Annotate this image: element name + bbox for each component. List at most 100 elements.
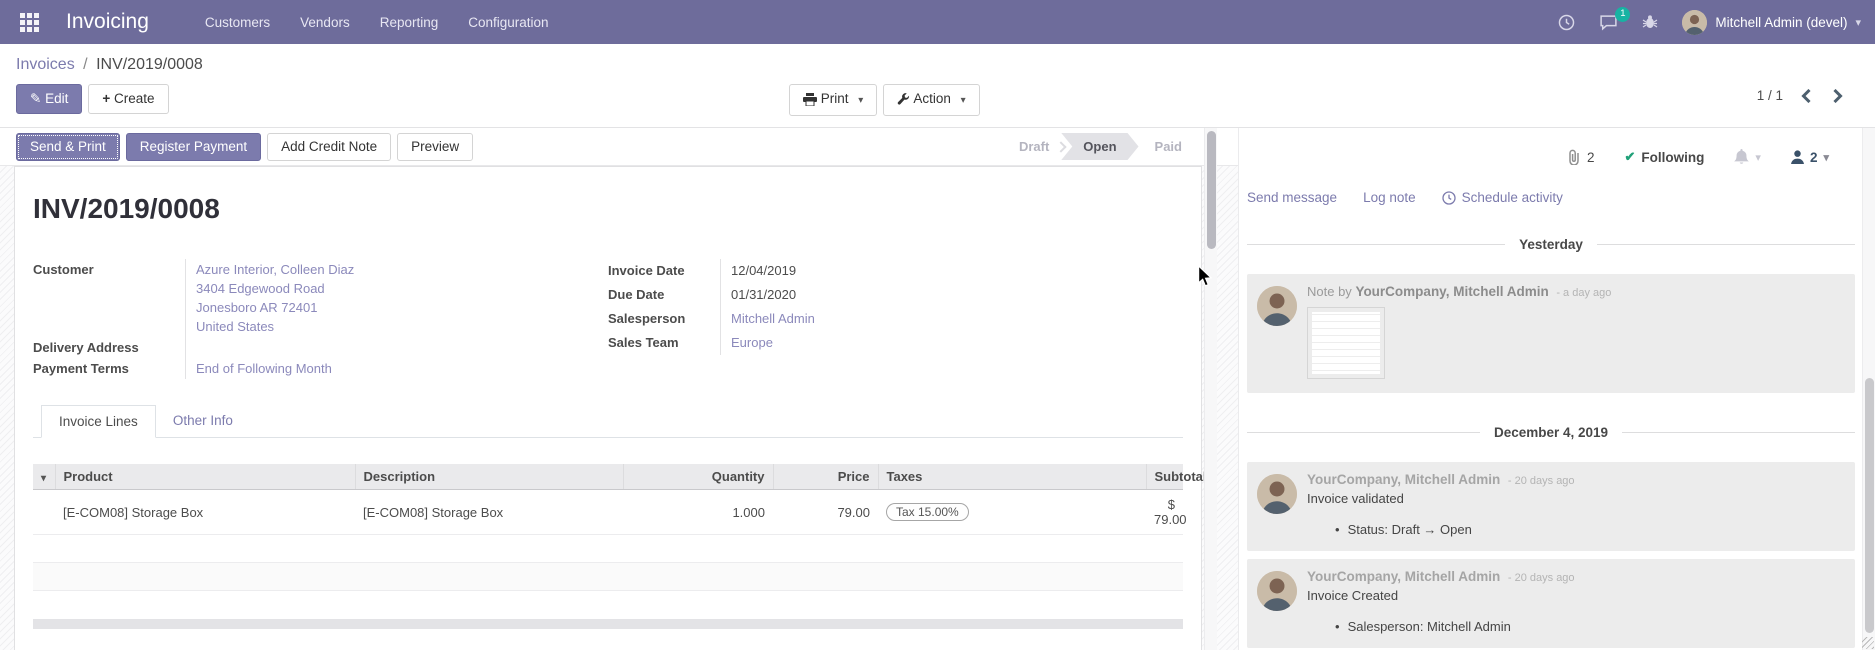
send-message-link[interactable]: Send message xyxy=(1247,190,1338,205)
apps-menu-icon[interactable] xyxy=(14,7,44,37)
bell-icon xyxy=(1734,149,1750,165)
salesperson-label: Salesperson xyxy=(608,311,686,326)
register-payment-button[interactable]: Register Payment xyxy=(125,132,262,161)
bullet-icon: • xyxy=(1335,619,1340,634)
date-divider: Yesterday xyxy=(1247,237,1855,252)
col-price[interactable]: Price xyxy=(773,464,879,490)
invoice-date-value[interactable]: 12/04/2019 xyxy=(720,259,1183,283)
attachments-button[interactable]: 2 xyxy=(1567,149,1595,166)
sort-caret-icon[interactable]: ▾ xyxy=(41,473,47,484)
col-taxes[interactable]: Taxes xyxy=(878,464,1147,490)
schedule-activity-link[interactable]: Schedule activity xyxy=(1441,190,1563,205)
invoice-number-title: INV/2019/0008 xyxy=(33,193,220,224)
menu-vendors[interactable]: Vendors xyxy=(300,14,350,30)
send-print-button[interactable]: Send & Print xyxy=(16,132,120,161)
due-date-value[interactable]: 01/31/2020 xyxy=(720,283,1183,307)
menu-reporting[interactable]: Reporting xyxy=(379,14,439,30)
user-menu[interactable]: Mitchell Admin (devel) ▾ xyxy=(1682,9,1861,35)
main-scrollbar[interactable] xyxy=(1204,128,1217,650)
state-paid[interactable]: Paid xyxy=(1154,139,1182,154)
bullet-icon: • xyxy=(1335,522,1340,537)
delivery-address-value[interactable] xyxy=(185,337,608,358)
followers-button[interactable]: 2 ▾ xyxy=(1790,149,1829,165)
tab-invoice-lines[interactable]: Invoice Lines xyxy=(41,405,156,438)
attachment-count: 2 xyxy=(1587,149,1595,165)
attachment-thumbnail[interactable] xyxy=(1307,307,1385,379)
notebook-tabs: Invoice Lines Other Info xyxy=(33,405,1183,438)
col-description[interactable]: Description xyxy=(355,464,624,490)
activities-clock-icon[interactable] xyxy=(1558,14,1575,31)
cell-subtotal: $ 79.00 xyxy=(1146,489,1187,535)
table-row[interactable]: [E-COM08] Storage Box [E-COM08] Storage … xyxy=(33,489,1187,535)
payment-terms-value[interactable]: End of Following Month xyxy=(196,361,332,376)
cell-price[interactable]: 79.00 xyxy=(773,489,878,535)
delivery-address-label: Delivery Address xyxy=(33,340,139,355)
invoice-sheet: INV/2019/0008 Customer Azure Interior, C… xyxy=(14,166,1207,650)
form-view: Send & Print Register Payment Add Credit… xyxy=(0,128,1238,650)
message-count-badge: 1 xyxy=(1615,6,1631,22)
col-quantity[interactable]: Quantity xyxy=(623,464,774,490)
pager-next-icon[interactable] xyxy=(1832,88,1843,103)
chatter-scrollbar[interactable] xyxy=(1862,128,1875,650)
edit-button[interactable]: ✎ Edit xyxy=(16,84,83,114)
cell-description[interactable]: [E-COM08] Storage Box xyxy=(355,489,623,535)
note-message: Note by YourCompany, Mitchell Admin - a … xyxy=(1247,274,1855,393)
check-icon: ✔ xyxy=(1624,149,1636,164)
message-time: - 20 days ago xyxy=(1507,475,1575,487)
tax-badge[interactable]: Tax 15.00% xyxy=(886,503,969,521)
control-panel: Invoices / INV/2019/0008 ✎ Edit + Create… xyxy=(0,44,1875,128)
breadcrumb-invoices-link[interactable]: Invoices xyxy=(16,56,75,73)
action-dropdown-button[interactable]: Action ▾ xyxy=(883,84,980,116)
cell-quantity[interactable]: 1.000 xyxy=(623,489,773,535)
tracking-message: YourCompany, Mitchell Admin - 20 days ag… xyxy=(1247,559,1855,648)
message-time: - 20 days ago xyxy=(1507,572,1575,584)
avatar xyxy=(1257,571,1297,611)
state-open[interactable]: Open xyxy=(1061,133,1138,160)
chevron-down-icon: ▾ xyxy=(858,95,864,106)
pager-value: 1 / 1 xyxy=(1756,88,1783,103)
empty-row xyxy=(33,562,1183,591)
resize-grip-icon[interactable] xyxy=(1862,637,1874,649)
col-product[interactable]: Product xyxy=(55,464,356,490)
user-name: Mitchell Admin (devel) xyxy=(1715,14,1848,30)
form-background: INV/2019/0008 Customer Azure Interior, C… xyxy=(0,166,1238,650)
messages-icon[interactable]: 1 xyxy=(1599,6,1631,31)
cell-product[interactable]: [E-COM08] Storage Box xyxy=(55,489,355,535)
print-dropdown-button[interactable]: Print ▾ xyxy=(789,84,878,116)
status-pipeline: Draft Open Paid xyxy=(1003,133,1198,160)
horizontal-scrollbar[interactable] xyxy=(33,619,1183,629)
scrollbar-thumb[interactable] xyxy=(1207,131,1216,249)
message-body: Invoice validated xyxy=(1307,491,1404,506)
invoice-date-label: Invoice Date xyxy=(608,263,685,278)
add-credit-note-button[interactable]: Add Credit Note xyxy=(267,132,392,161)
follower-count: 2 xyxy=(1809,149,1818,165)
scrollbar-thumb[interactable] xyxy=(1865,378,1874,633)
message-author[interactable]: YourCompany, Mitchell Admin xyxy=(1307,569,1501,584)
col-subtotal[interactable]: Subtotal xyxy=(1146,464,1207,490)
sales-team-value[interactable]: Europe xyxy=(731,335,773,350)
debug-bug-icon[interactable] xyxy=(1642,14,1658,30)
message-author[interactable]: YourCompany, Mitchell Admin xyxy=(1355,284,1549,299)
pager-previous-icon[interactable] xyxy=(1801,88,1812,103)
menu-customers[interactable]: Customers xyxy=(204,14,271,30)
main-menu: Customers Vendors Reporting Configuratio… xyxy=(205,15,549,30)
chatter-panel: 2 ✔ Following ▾ 2 ▾ Send message xyxy=(1238,128,1875,650)
preview-button[interactable]: Preview xyxy=(397,132,474,161)
following-button[interactable]: ✔ Following xyxy=(1624,149,1705,165)
log-note-link[interactable]: Log note xyxy=(1363,190,1416,205)
tab-other-info[interactable]: Other Info xyxy=(172,413,233,428)
menu-configuration[interactable]: Configuration xyxy=(468,14,549,30)
breadcrumb-current: INV/2019/0008 xyxy=(96,56,203,73)
salesperson-value[interactable]: Mitchell Admin xyxy=(731,311,815,326)
avatar xyxy=(1257,474,1297,514)
create-button[interactable]: + Create xyxy=(88,84,169,114)
chevron-down-icon: ▾ xyxy=(1855,16,1861,29)
message-author[interactable]: YourCompany, Mitchell Admin xyxy=(1307,472,1501,487)
grid-icon xyxy=(19,12,39,32)
tracking-change: Status: Draft → Open xyxy=(1347,522,1472,537)
notifications-bell-button[interactable]: ▾ xyxy=(1734,149,1761,165)
user-avatar xyxy=(1682,9,1708,35)
customer-value[interactable]: Azure Interior, Colleen Diaz 3404 Edgewo… xyxy=(185,259,608,337)
person-icon xyxy=(1790,150,1804,164)
state-draft[interactable]: Draft xyxy=(1018,139,1050,154)
